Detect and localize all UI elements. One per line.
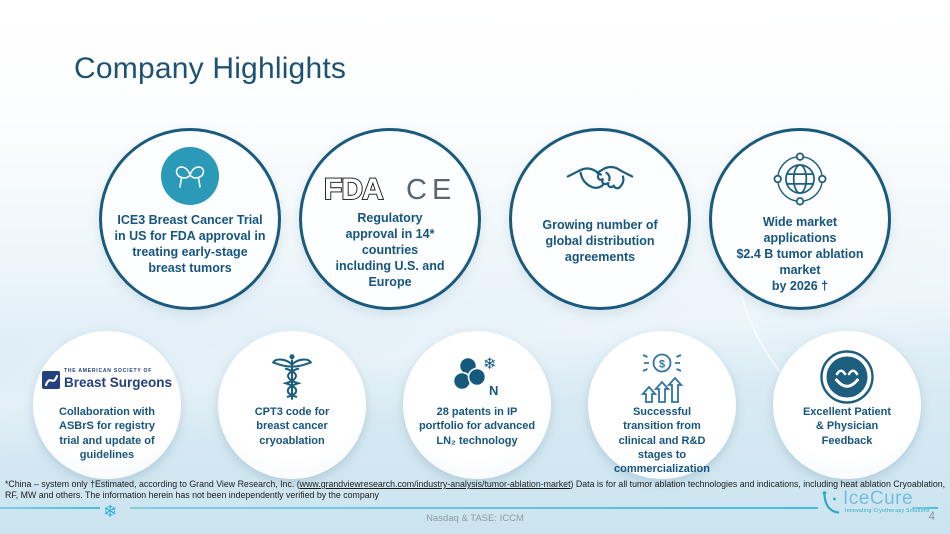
highlight-text-regulatory: Regulatory approval in 14* countries inc… [335, 211, 445, 289]
highlight-text-ice3-trial: ICE3 Breast Cancer Trial in US for FDA a… [114, 213, 266, 275]
asbrs-logo-line2: Breast Surgeons [63, 374, 173, 390]
footer-divider-right [912, 507, 938, 509]
dollar-glyph: $ [659, 359, 665, 371]
icecure-logo-swoosh-icon [822, 491, 840, 514]
asbrs-logo-line1: THE AMERICAN SOCIETY OF [63, 368, 153, 374]
highlight-circle-commercialization: $ Successful transition from clinical an… [588, 331, 736, 479]
highlight-text-patents: 28 patents in IP portfolio for advanced … [418, 406, 536, 447]
page-number: 4 [928, 511, 935, 523]
footnote: *China – system only †Estimated, accordi… [5, 479, 947, 502]
highlight-text-commercialization: Successful transition from clinical and … [614, 406, 710, 476]
bra-icon [161, 147, 219, 205]
fda-ce-logos: FDA CE [323, 169, 458, 205]
highlight-text-distribution: Growing number of global distribution ag… [542, 218, 658, 264]
highlight-circle-distribution: Growing number of global distribution ag… [509, 128, 691, 310]
highlight-circle-asbrs: THE AMERICAN SOCIETY OF Breast Surgeons … [33, 331, 181, 479]
svg-text:CE: CE [406, 174, 456, 205]
grandview-link[interactable]: www.grandviewresearch.com/industry-analy… [299, 479, 571, 489]
fda-logo-icon: FDA [323, 172, 385, 205]
page-title: Company Highlights [74, 52, 347, 85]
snowflake-glyph: ❄ [483, 356, 496, 373]
ce-mark-icon: CE [406, 174, 456, 205]
footer-divider-left [0, 507, 100, 509]
smiley-icon [819, 349, 875, 405]
highlight-circle-regulatory: FDA CE Regulatory approval in 14* countr… [299, 128, 481, 310]
icecure-logo: IceCure Innovating Cryotherapy Solutions [821, 489, 930, 517]
highlight-text-asbrs: Collaboration with ASBrS for registry tr… [59, 406, 155, 461]
highlight-circle-ice3-trial: ICE3 Breast Cancer Trial in US for FDA a… [99, 128, 281, 310]
footnote-prefix: *China – system only †Estimated, accordi… [5, 479, 300, 489]
icecure-logo-tagline: Innovating Cryotherapy Solutions [845, 508, 930, 514]
coin-growth-icon: $ [634, 349, 690, 405]
icecure-logo-name: IceCure [843, 488, 914, 509]
highlight-text-market: Wide market applications $2.4 B tumor ab… [736, 215, 864, 293]
globe-network-icon [769, 147, 831, 211]
nitrogen-label: N [489, 383, 498, 398]
highlight-circle-cpt3: CPT3 code for breast cancer cryoablation [218, 331, 366, 479]
highlight-circle-market: Wide market applications $2.4 B tumor ab… [709, 128, 891, 310]
highlight-text-cpt3: CPT3 code for breast cancer cryoablation [254, 406, 330, 447]
asbrs-logo: THE AMERICAN SOCIETY OF Breast Surgeons [41, 357, 173, 401]
highlight-circle-feedback: Excellent Patient & Physician Feedback [773, 331, 921, 479]
highlight-text-feedback: Excellent Patient & Physician Feedback [802, 406, 892, 447]
caduceus-icon [271, 349, 313, 405]
footnote-suffix: ) Data is for all tumor ablation technol… [5, 479, 946, 501]
stock-ticker: Nasdaq & TASE: ICCM [426, 513, 524, 524]
handshake-icon [565, 156, 635, 208]
molecule-ln2-icon: ❄ N [449, 349, 505, 405]
snowflake-icon: ❄ [103, 502, 118, 521]
footer-divider-center [130, 507, 818, 509]
svg-text:FDA: FDA [324, 173, 383, 205]
highlight-circle-patents: ❄ N 28 patents in IP portfolio for advan… [403, 331, 551, 479]
asbrs-logo-mark-icon [41, 371, 60, 389]
